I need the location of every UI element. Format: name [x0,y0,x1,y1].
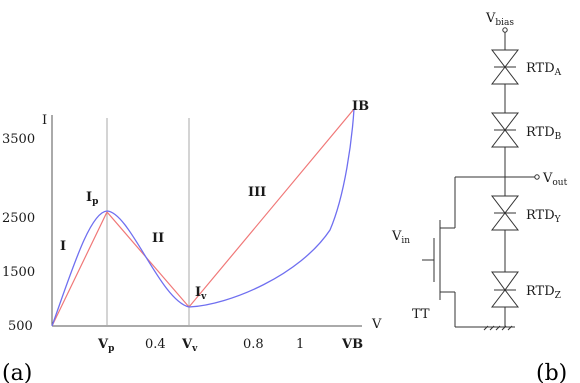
x-label-vp: Vp [97,337,114,354]
y-tick-label: 2500 [2,211,35,226]
caption-a: (a) [2,361,32,383]
iv-chart: 500 1500 2500 3500 I V Vp 0.4 Vv 0.8 1 V… [2,99,382,354]
caption-b: (b) [536,361,567,383]
x-tick-label: 1 [296,337,304,352]
vbias-terminal [502,27,508,33]
x-tick-label: 0.4 [145,337,166,352]
rtd-y-label: RTDY [526,208,562,225]
rtd-z-symbol [490,271,520,308]
vout-terminal [534,174,540,180]
y-tick-label: 3500 [2,132,35,147]
y-tick-label: 1500 [2,265,35,280]
iv-curve [51,108,355,327]
region-label-1: I [60,239,66,254]
vin-label: Vin [391,229,410,246]
rtd-a-label: RTDA [526,61,562,78]
y-tick-label: 500 [8,319,33,334]
region-label-2: II [152,231,164,246]
vbias-label: Vbias [485,11,514,28]
rtd-a-symbol [490,49,520,85]
vout-label: Vout [542,171,568,188]
x-label-vv: Vv [181,337,198,354]
x-label-vb: VB [341,337,363,352]
x-axis-label: V [371,317,382,332]
rtd-b-symbol [490,112,520,148]
transistor-symbol [422,177,456,327]
label-iv: Iv [195,285,207,302]
rtd-y-symbol [490,195,520,231]
ground-symbol [483,325,513,331]
region-label-3: III [248,185,266,200]
rtd-circuit [422,27,540,331]
rtd-b-label: RTDB [526,125,562,142]
transistor-label: TT [412,307,430,322]
label-ip: Ip [86,190,98,207]
rtd-z-label: RTDZ [526,284,561,301]
y-axis-label: I [42,113,47,128]
label-ib: IB [352,99,369,114]
x-tick-label: 0.8 [243,337,264,352]
